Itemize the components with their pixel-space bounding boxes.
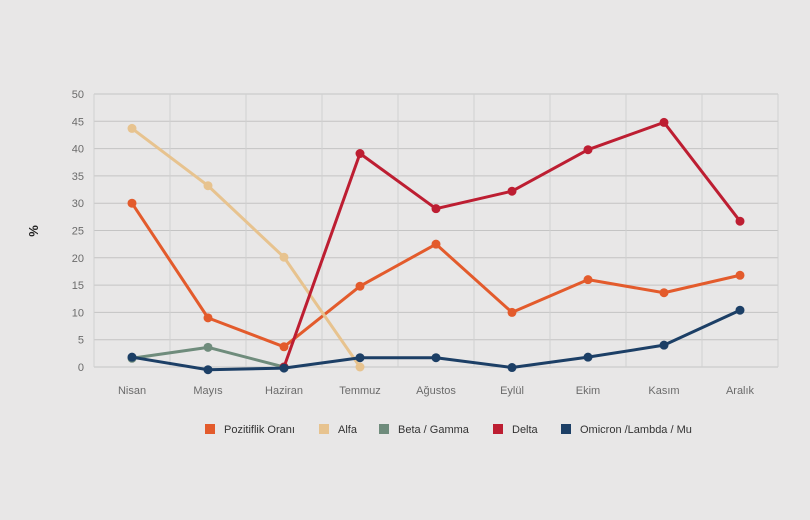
data-point <box>355 281 365 291</box>
legend-item: Delta <box>493 424 539 436</box>
y-tick-label: 25 <box>72 226 84 238</box>
data-point <box>735 216 745 226</box>
legend-item: Omicron /Lambda / Mu <box>561 424 692 436</box>
y-tick-label: 15 <box>72 280 84 292</box>
data-point <box>203 313 213 323</box>
y-tick-label: 45 <box>72 116 84 128</box>
legend-label: Delta <box>512 424 539 436</box>
data-point <box>355 353 365 363</box>
data-point <box>355 362 365 372</box>
legend-label: Omicron /Lambda / Mu <box>580 424 692 436</box>
series <box>127 117 745 375</box>
x-tick-label: Ekim <box>576 385 600 397</box>
x-tick-label: Eylül <box>500 385 524 397</box>
y-tick-label: 40 <box>72 144 84 156</box>
x-tick-label: Kasım <box>648 385 679 397</box>
y-tick-label: 50 <box>72 89 84 101</box>
legend-item: Pozitiflik Oranı <box>205 424 295 436</box>
data-point <box>735 305 745 315</box>
series-4 <box>127 305 745 375</box>
legend-item: Alfa <box>319 424 358 436</box>
y-tick-label: 0 <box>78 362 84 374</box>
data-point <box>583 275 593 285</box>
series-1 <box>127 123 365 372</box>
x-tick-label: Haziran <box>265 385 303 397</box>
legend-label: Beta / Gamma <box>398 424 470 436</box>
data-point <box>431 239 441 249</box>
data-point <box>127 123 137 133</box>
series-3 <box>279 117 745 372</box>
series-line <box>130 126 362 369</box>
data-point <box>203 181 213 191</box>
y-tick-label: 30 <box>72 198 84 210</box>
data-point <box>659 117 669 127</box>
x-tick-label: Ağustos <box>416 385 456 397</box>
legend-item: Beta / Gamma <box>379 424 470 436</box>
data-point <box>355 149 365 159</box>
data-point <box>735 270 745 280</box>
data-point <box>507 186 517 196</box>
data-point <box>203 342 213 352</box>
y-axis-label: % <box>26 225 41 237</box>
y-tick-label: 10 <box>72 307 84 319</box>
legend-swatch <box>379 424 389 434</box>
x-tick-label: Aralık <box>726 385 755 397</box>
axes: 0 5 10 15 20 25 30 35 40 45 50 Nisan Mayıs Haziran Tem… <box>26 89 755 397</box>
data-point <box>583 145 593 155</box>
series-line <box>282 120 742 369</box>
legend-swatch <box>561 424 571 434</box>
data-point <box>127 198 137 208</box>
data-point <box>507 363 517 373</box>
grid <box>93 93 779 368</box>
legend-label: Alfa <box>338 424 358 436</box>
legend-label: Pozitiflik Oranı <box>224 424 295 436</box>
series-0 <box>127 198 745 352</box>
x-tick-label: Mayıs <box>193 385 223 397</box>
data-point <box>659 288 669 298</box>
y-tick-label: 5 <box>78 335 84 347</box>
legend-swatch <box>493 424 503 434</box>
data-point <box>279 252 289 262</box>
y-tick-label: 35 <box>72 171 84 183</box>
x-tick-label: Nisan <box>118 385 146 397</box>
data-point <box>431 204 441 214</box>
series-line <box>130 201 742 349</box>
data-point <box>279 342 289 352</box>
data-point <box>127 352 137 362</box>
x-tick-label: Temmuz <box>339 385 381 397</box>
legend-swatch <box>205 424 215 434</box>
y-tick-label: 20 <box>72 253 84 265</box>
legend-swatch <box>319 424 329 434</box>
data-point <box>431 353 441 363</box>
legend: Pozitiflik Oranı Alfa Beta / Gamma Delta Omi… <box>205 424 692 436</box>
data-point <box>203 365 213 375</box>
data-point <box>659 340 669 350</box>
data-point <box>583 352 593 362</box>
data-point <box>279 363 289 373</box>
data-point <box>507 307 517 317</box>
